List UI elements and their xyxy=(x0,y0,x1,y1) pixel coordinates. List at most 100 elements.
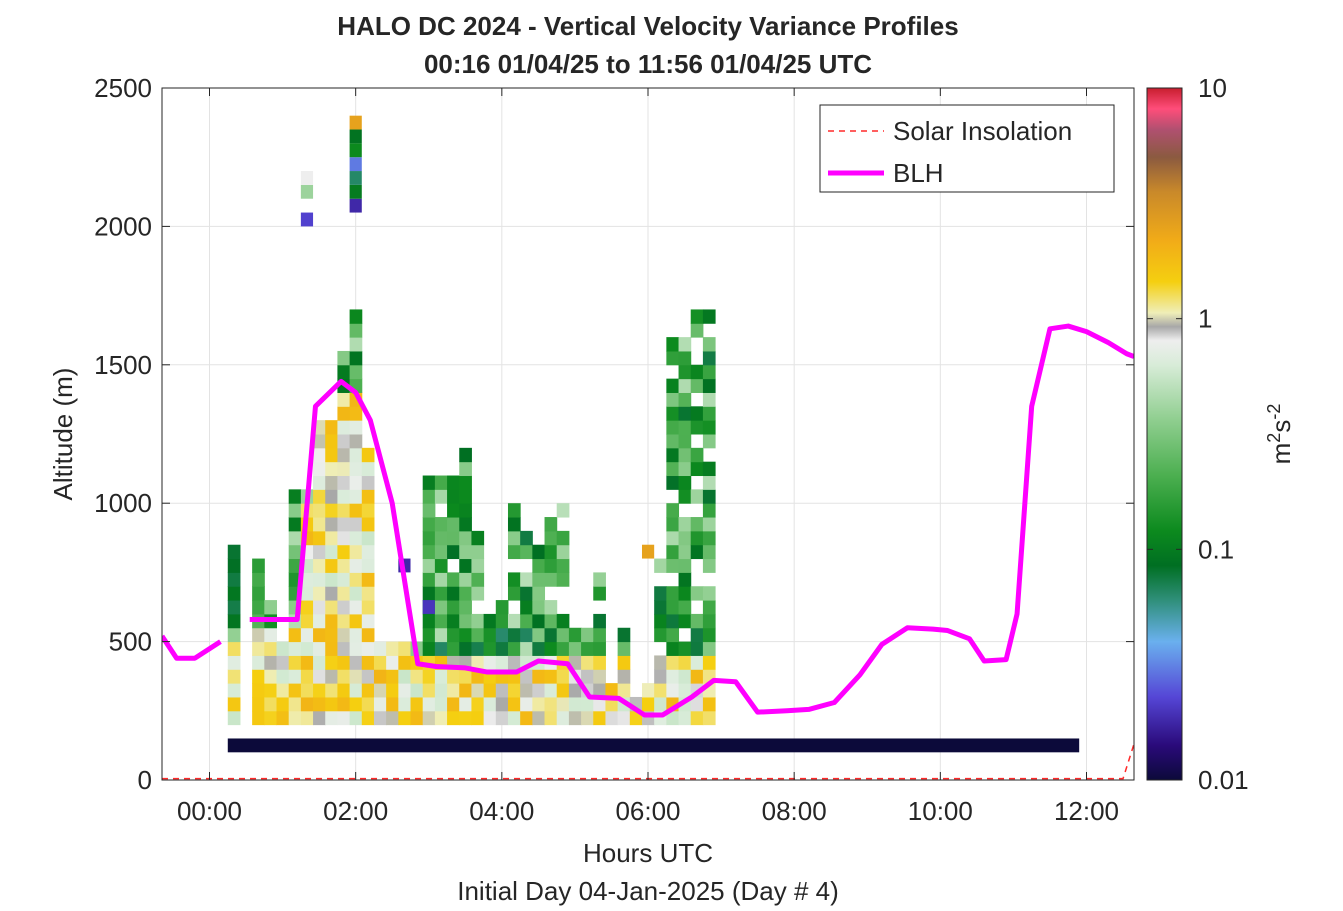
variance-cell xyxy=(568,641,582,656)
variance-cell xyxy=(507,586,521,601)
variance-cell xyxy=(264,600,278,615)
x-tick-label: 00:00 xyxy=(177,796,242,826)
variance-cell xyxy=(373,641,387,656)
variance-cell xyxy=(300,184,314,199)
variance-cell xyxy=(252,600,265,615)
variance-cell xyxy=(678,544,692,560)
variance-cell xyxy=(252,572,265,587)
variance-cell xyxy=(678,669,692,684)
variance-cell xyxy=(325,558,338,573)
variance-cell xyxy=(690,710,704,726)
variance-cell xyxy=(495,710,509,726)
variance-cell xyxy=(349,434,363,449)
variance-cell xyxy=(568,683,582,698)
variance-cell xyxy=(568,710,582,726)
variance-cell xyxy=(434,475,448,490)
solar-insolation-line xyxy=(162,743,1134,780)
variance-cell xyxy=(337,544,351,560)
variance-cell xyxy=(422,683,436,698)
variance-cell xyxy=(556,627,570,643)
variance-cell xyxy=(313,600,326,615)
variance-cell xyxy=(325,420,338,435)
variance-cell xyxy=(666,378,680,393)
x-tick-label: 08:00 xyxy=(762,796,827,826)
variance-cell xyxy=(702,627,716,643)
variance-cell xyxy=(556,544,570,560)
variance-cell xyxy=(532,627,546,643)
variance-cell xyxy=(447,544,460,560)
variance-cell xyxy=(532,696,546,712)
x-tick-label: 04:00 xyxy=(469,796,534,826)
variance-cell xyxy=(471,544,485,560)
variance-cell xyxy=(288,558,302,573)
variance-cell xyxy=(520,544,533,560)
variance-cell xyxy=(471,683,485,698)
variance-cell xyxy=(325,613,338,629)
variance-cell xyxy=(617,710,631,726)
y-axis: 0 500 1000 1500 2000 2500 xyxy=(94,73,1134,795)
variance-cell xyxy=(520,696,533,712)
variance-cell xyxy=(325,434,338,449)
variance-cell xyxy=(568,627,582,643)
variance-cell xyxy=(325,461,338,477)
variance-cell xyxy=(678,475,692,490)
variance-cell xyxy=(361,503,375,518)
variance-cell xyxy=(349,157,362,172)
variance-cell xyxy=(349,143,362,158)
variance-cell xyxy=(459,517,472,532)
variance-cell xyxy=(556,503,570,518)
variance-cell xyxy=(252,655,265,670)
variance-cell xyxy=(313,434,326,449)
variance-cell xyxy=(654,696,667,712)
colorbar: 0.01 0.1 1 10 m2s-2 xyxy=(1146,73,1296,795)
variance-cell xyxy=(678,406,692,421)
variance-cell xyxy=(666,627,680,643)
variance-cell xyxy=(300,641,314,656)
variance-cell xyxy=(422,558,436,573)
variance-cell xyxy=(507,696,521,712)
variance-cell xyxy=(349,475,363,490)
colorbar-tick-label: 1 xyxy=(1198,304,1212,334)
variance-cell xyxy=(702,406,716,421)
variance-cell xyxy=(361,461,375,477)
variance-cell xyxy=(702,586,716,601)
variance-cell xyxy=(544,627,558,643)
variance-cell xyxy=(532,669,546,684)
variance-cell xyxy=(422,544,436,560)
variance-cell xyxy=(666,517,680,532)
variance-cell xyxy=(520,710,533,726)
variance-cell xyxy=(288,655,302,670)
variance-cell xyxy=(288,641,302,656)
variance-cell xyxy=(483,613,497,629)
variance-cell xyxy=(252,586,265,601)
variance-cell xyxy=(666,669,680,684)
variance-cell xyxy=(690,544,704,560)
variance-cell xyxy=(532,544,546,560)
variance-cell xyxy=(459,710,472,726)
variance-cell xyxy=(276,655,290,670)
variance-cell xyxy=(690,696,704,712)
variance-cell xyxy=(349,309,363,324)
variance-cell xyxy=(495,613,509,629)
variance-cell xyxy=(361,669,375,684)
variance-cell xyxy=(276,683,290,698)
variance-cell xyxy=(666,683,680,698)
variance-cell xyxy=(313,544,326,560)
variance-cell xyxy=(252,641,265,656)
variance-cell xyxy=(373,710,387,726)
variance-cell xyxy=(666,475,680,490)
variance-cell xyxy=(532,600,546,615)
variance-cell xyxy=(447,627,460,643)
variance-cell xyxy=(702,378,716,393)
variance-cell xyxy=(483,710,497,726)
variance-cell xyxy=(227,558,241,573)
variance-cell xyxy=(459,503,472,518)
variance-cell xyxy=(349,530,363,546)
variance-cell xyxy=(544,544,558,560)
variance-cell xyxy=(483,641,497,656)
variance-cell xyxy=(227,600,241,615)
variance-cell xyxy=(666,447,680,463)
variance-cell xyxy=(361,696,375,712)
variance-cell xyxy=(349,696,363,712)
